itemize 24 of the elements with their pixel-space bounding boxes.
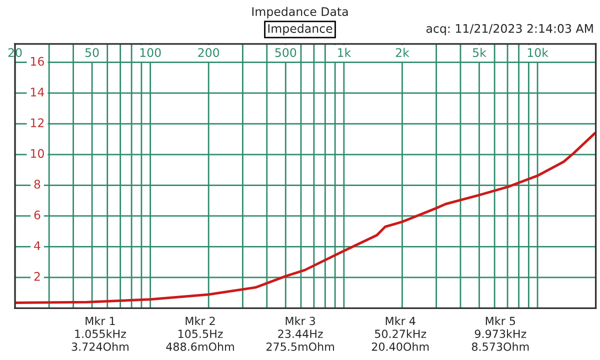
x-tick-label: 2k (396, 48, 410, 57)
y-tick-label: 2 (34, 272, 40, 281)
x-tick-label: 50 (85, 48, 99, 58)
x-tick-label: 100 (140, 48, 161, 58)
text: Mkr 1 1.055kHz 3.724Ohm (72, 316, 128, 351)
x-tick-label: 5k (472, 48, 486, 58)
text: Mkr 3 23.44Hz 275.5mOhm (266, 316, 334, 351)
x-tick-label: 10k (528, 48, 548, 58)
y-tick-label: 12 (31, 118, 44, 128)
text: Mkr 4 50.27kHz 20.40Ohm (372, 316, 429, 351)
y-tick-label: 10 (31, 149, 44, 158)
x-tick-label: 200 (198, 48, 220, 58)
text: acq: 11/21/2023 2:14:03 AM (426, 24, 593, 36)
chart-title: Impedance Data (252, 6, 348, 18)
text: Mkr 5 9.973kHz 8.573Ohm (472, 316, 529, 351)
y-tick-label: 8 (34, 180, 40, 189)
x-tick-label: 500 (275, 48, 296, 58)
y-tick-label: 14 (31, 88, 44, 96)
chart-subtitle: Impedance (268, 24, 332, 36)
y-tick-label: 6 (34, 210, 40, 220)
x-tick-label: 1k (338, 48, 352, 57)
text: Mkr 2 105.5Hz 488.6mOhm (166, 316, 234, 351)
y-tick-label: 4 (34, 241, 40, 250)
y-tick-label: 16 (31, 56, 44, 66)
